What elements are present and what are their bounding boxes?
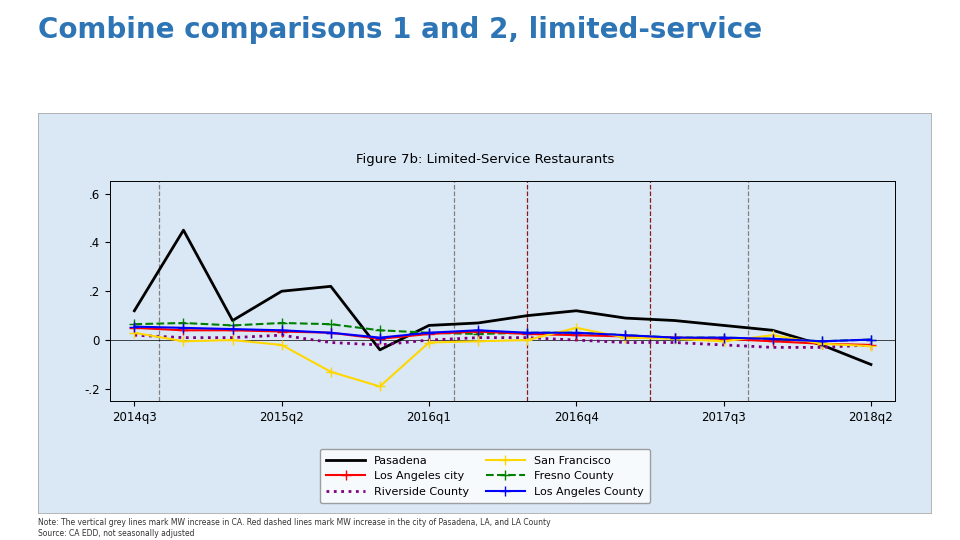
Text: Note: The vertical grey lines mark MW increase in CA. Red dashed lines mark MW i: Note: The vertical grey lines mark MW in… bbox=[38, 518, 551, 538]
Text: Employment growth difference (YoY): Employment growth difference (YoY) bbox=[376, 185, 592, 198]
Text: Combine comparisons 1 and 2, limited-service: Combine comparisons 1 and 2, limited-ser… bbox=[38, 16, 762, 44]
Legend: Pasadena, Los Angeles city, Riverside County, San Francisco, Fresno County, Los : Pasadena, Los Angeles city, Riverside Co… bbox=[320, 449, 650, 503]
Text: Figure 7b: Limited-Service Restaurants: Figure 7b: Limited-Service Restaurants bbox=[355, 153, 614, 166]
